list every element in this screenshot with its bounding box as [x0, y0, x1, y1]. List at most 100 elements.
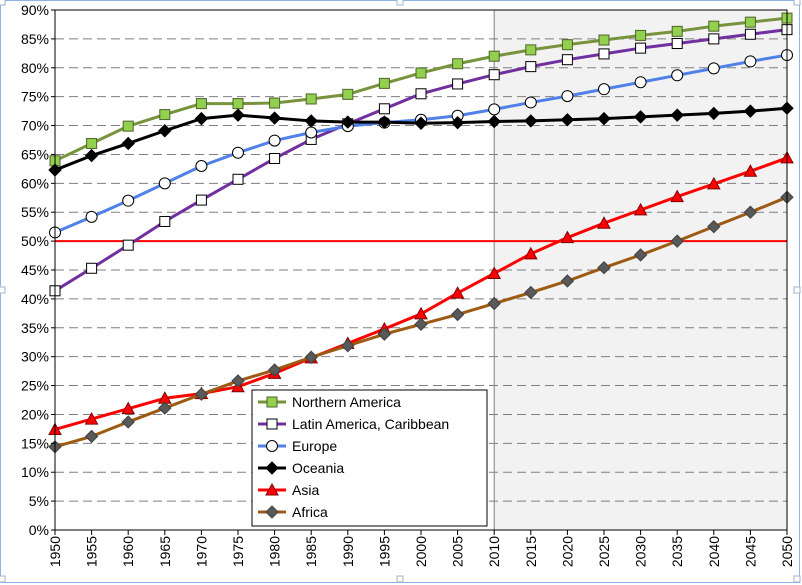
data-point-latin-america-caribbean	[744, 28, 756, 40]
resize-handle	[396, 0, 404, 6]
x-tick-label: 1960	[120, 536, 136, 567]
data-point-northern-america	[635, 29, 647, 41]
data-point-latin-america-caribbean	[561, 54, 573, 66]
y-tick-label: 15%	[21, 435, 49, 451]
x-tick-label: 1980	[267, 536, 283, 567]
data-point-africa	[304, 350, 318, 364]
data-point-africa	[121, 415, 135, 429]
projection-shading	[494, 10, 787, 530]
data-point-africa	[597, 260, 611, 275]
data-point-oceania	[304, 114, 318, 128]
data-point-northern-america	[488, 50, 500, 62]
data-point-oceania	[450, 115, 465, 130]
data-point-europe	[671, 69, 684, 82]
data-point-northern-america	[269, 97, 281, 109]
data-point-asia	[633, 202, 648, 216]
y-tick-label: 25%	[21, 378, 49, 394]
data-point-asia	[450, 286, 465, 299]
data-point-oceania	[707, 106, 721, 121]
data-point-africa	[377, 327, 392, 341]
y-tick-label: 55%	[21, 204, 49, 220]
data-point-africa	[267, 363, 282, 377]
data-point-latin-america-caribbean	[525, 61, 537, 73]
axis-layer	[51, 9, 788, 535]
legend-label-europe: Europe	[292, 438, 337, 454]
y-tick-label: 10%	[21, 464, 49, 480]
data-point-oceania	[267, 111, 282, 125]
data-point-northern-america	[122, 120, 134, 132]
data-point-africa	[194, 387, 209, 401]
x-tick-label: 1955	[84, 536, 100, 567]
data-point-africa	[84, 429, 99, 444]
data-point-latin-america-caribbean	[86, 262, 98, 274]
data-point-africa	[414, 317, 428, 332]
legend-label-northern-america: Northern America	[292, 394, 401, 410]
legend: Northern America Latin America, Caribbean…	[251, 389, 488, 527]
data-point-africa	[707, 219, 721, 234]
legend-swatch-marker-oceania	[265, 461, 279, 475]
data-point-oceania	[414, 116, 428, 130]
data-point-asia	[743, 164, 758, 177]
data-point-asia	[414, 306, 428, 320]
data-point-africa	[670, 234, 684, 248]
data-point-oceania	[158, 124, 172, 138]
data-point-africa	[524, 285, 538, 300]
data-point-latin-america-caribbean	[195, 194, 207, 206]
data-point-europe	[488, 103, 501, 116]
y-tick-label: 50%	[21, 233, 49, 249]
legend-swatch-marker-northern-america	[266, 396, 278, 408]
data-point-europe	[305, 126, 318, 139]
y-tick-label: 20%	[21, 406, 49, 422]
data-point-latin-america-caribbean	[671, 38, 683, 50]
data-point-northern-america	[525, 44, 537, 56]
x-tick-label: 1965	[157, 536, 173, 567]
data-point-latin-america-caribbean	[452, 78, 464, 90]
data-point-oceania	[121, 136, 135, 151]
x-tick-label: 1990	[340, 536, 356, 567]
data-point-europe	[268, 134, 281, 147]
data-point-asia	[487, 266, 502, 279]
data-point-europe	[744, 55, 757, 68]
resize-handle	[0, 575, 6, 583]
data-point-europe	[598, 83, 610, 96]
data-point-europe	[524, 96, 537, 109]
y-tick-labels: 0% 5% 10% 15% 20% 25% 30% 35% 40% 45% 50% 55% 60% 65%…	[21, 2, 49, 538]
y-tick-label: 65%	[21, 146, 49, 162]
series-oceania	[48, 101, 794, 177]
x-tick-labels: 1950 1955 1960 1965 1970 1975 1980 1985 1990 1995…	[47, 536, 795, 567]
y-tick-label: 85%	[21, 31, 49, 47]
legend-swatch-marker-latin-america-caribbean	[266, 418, 278, 430]
data-point-latin-america-caribbean	[269, 152, 281, 164]
data-point-oceania	[377, 115, 392, 129]
y-tick-label: 60%	[21, 175, 49, 191]
resize-handle	[0, 286, 6, 294]
data-point-asia	[597, 216, 611, 229]
x-tick-label: 2050	[779, 536, 795, 567]
data-point-northern-america	[195, 98, 207, 110]
data-point-oceania	[341, 115, 355, 129]
resize-handle	[0, 0, 6, 6]
data-point-oceania	[524, 114, 538, 128]
x-tick-label: 1970	[193, 536, 209, 567]
data-point-northern-america	[598, 34, 610, 46]
data-point-asia	[84, 412, 99, 425]
data-point-northern-america	[86, 137, 98, 149]
projection-shading-layer	[494, 10, 787, 530]
data-point-europe	[232, 146, 244, 159]
resize-handle	[396, 575, 404, 583]
data-point-northern-america	[561, 39, 573, 51]
data-point-africa	[743, 205, 758, 219]
data-point-oceania	[633, 110, 648, 124]
data-point-africa	[633, 248, 648, 262]
x-tick-label: 1975	[230, 536, 246, 567]
data-point-oceania	[743, 104, 758, 118]
legend-label-latin-america-caribbean: Latin America, Caribbean	[292, 416, 449, 432]
data-point-northern-america	[232, 98, 244, 110]
data-point-oceania	[670, 108, 684, 122]
data-point-northern-america	[378, 77, 390, 89]
data-point-latin-america-caribbean	[415, 88, 427, 100]
data-point-oceania	[560, 113, 575, 127]
series-northern-america	[49, 12, 793, 167]
legend-label-africa: Africa	[292, 504, 328, 520]
